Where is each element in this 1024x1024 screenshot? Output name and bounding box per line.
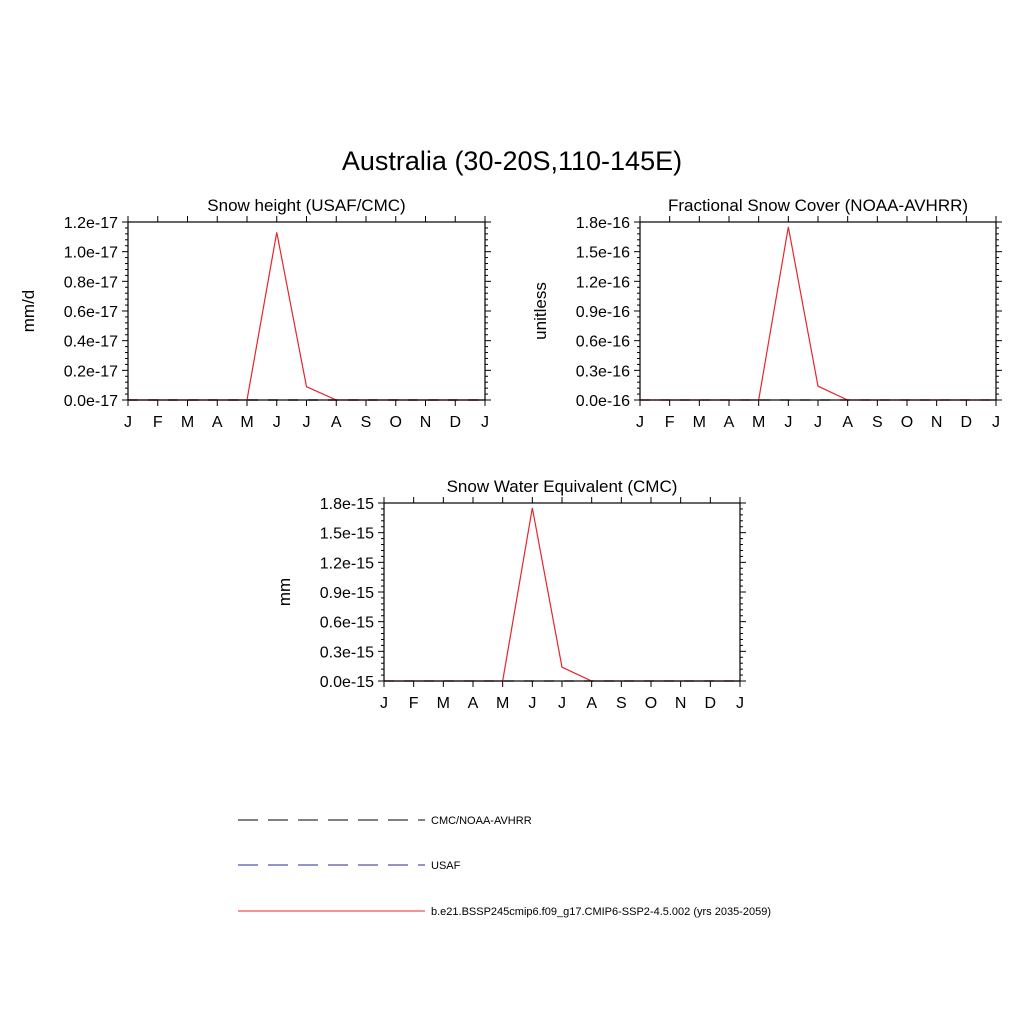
plot-frame [639, 221, 997, 401]
panel-title: Fractional Snow Cover (NOAA-AVHRR) [668, 196, 968, 215]
x-tick-label: A [468, 695, 479, 712]
x-tick-label: M [240, 414, 253, 431]
x-tick-label: D [705, 695, 717, 712]
y-tick-label: 1.5e-15 [320, 526, 374, 543]
series-line [128, 232, 485, 401]
x-tick-label: A [586, 695, 597, 712]
x-tick-label: A [724, 414, 735, 431]
y-tick-label: 0.0e-16 [576, 393, 630, 410]
y-tick-label: 0.3e-15 [320, 644, 374, 661]
x-tick-label: M [496, 695, 509, 712]
y-tick-label: 0.8e-17 [64, 274, 118, 291]
x-tick-label: D [449, 414, 461, 431]
x-tick-label: J [558, 695, 566, 712]
y-axis-label: unitless [531, 282, 550, 340]
y-tick-label: 0.3e-16 [576, 363, 630, 380]
series-line [640, 226, 996, 401]
panel-title: Snow height (USAF/CMC) [207, 196, 405, 215]
x-tick-label: J [124, 414, 132, 431]
x-tick-label: F [153, 414, 163, 431]
y-tick-label: 1.5e-16 [576, 245, 630, 262]
x-tick-label: N [931, 414, 943, 431]
plot-frame [127, 221, 486, 401]
x-tick-label: J [303, 414, 311, 431]
y-tick-label: 0.2e-17 [64, 363, 118, 380]
x-tick-label: J [528, 695, 536, 712]
x-tick-label: M [693, 414, 706, 431]
series-line [384, 507, 740, 682]
panel-title: Snow Water Equivalent (CMC) [447, 477, 678, 496]
panel-fractional-snow-cover: Fractional Snow Cover (NOAA-AVHRR) unitle… [531, 196, 1002, 431]
y-tick-label: 0.9e-15 [320, 585, 374, 602]
x-tick-label: A [842, 414, 853, 431]
y-tick-label: 0.6e-15 [320, 615, 374, 632]
y-tick-label: 0.6e-16 [576, 334, 630, 351]
y-tick-label: 0.9e-16 [576, 304, 630, 321]
y-tick-label: 1.8e-16 [576, 215, 630, 232]
x-tick-label: S [361, 414, 372, 431]
x-tick-label: S [872, 414, 883, 431]
x-tick-label: J [814, 414, 822, 431]
x-tick-label: F [665, 414, 675, 431]
x-tick-label: J [736, 695, 744, 712]
y-tick-label: 0.0e-15 [320, 674, 374, 691]
x-tick-label: J [636, 414, 644, 431]
x-tick-label: S [616, 695, 627, 712]
figure-title: Australia (30-20S,110-145E) [341, 146, 683, 176]
y-tick-label: 1.0e-17 [64, 245, 118, 262]
x-tick-label: O [645, 695, 657, 712]
y-axis-label: mm/d [19, 290, 38, 333]
x-tick-label: M [181, 414, 194, 431]
x-tick-label: M [752, 414, 765, 431]
y-tick-label: 0.0e-17 [64, 393, 118, 410]
x-tick-label: J [784, 414, 792, 431]
x-tick-label: D [961, 414, 973, 431]
y-tick-label: 1.2e-15 [320, 555, 374, 572]
x-tick-label: A [212, 414, 223, 431]
x-tick-label: J [273, 414, 281, 431]
y-axis-label: mm [275, 578, 294, 606]
x-tick-label: N [675, 695, 687, 712]
x-tick-label: J [380, 695, 388, 712]
panel-snow-water-equivalent: Snow Water Equivalent (CMC) mm 0.0e-15 0.3e… [275, 477, 746, 712]
x-tick-label: F [409, 695, 419, 712]
y-tick-label: 1.2e-17 [64, 215, 118, 232]
plot-frame [383, 502, 741, 682]
legend: CMC/NOAA-AVHRR USAF b.e21.BSSP245cmip6.f09… [238, 815, 771, 918]
x-tick-label: J [481, 414, 489, 431]
x-tick-label: N [420, 414, 432, 431]
y-tick-label: 1.2e-16 [576, 274, 630, 291]
x-tick-label: A [331, 414, 342, 431]
x-tick-label: O [901, 414, 913, 431]
x-tick-label: O [390, 414, 402, 431]
legend-label: USAF [431, 860, 461, 872]
y-tick-label: 0.4e-17 [64, 334, 118, 351]
x-tick-label: J [992, 414, 1000, 431]
y-tick-label: 0.6e-17 [64, 304, 118, 321]
x-tick-label: M [437, 695, 450, 712]
panel-snow-height: Snow height (USAF/CMC) mm/d 0.0e-17 0.2e-17… [19, 196, 491, 431]
legend-label: b.e21.BSSP245cmip6.f09_g17.CMIP6-SSP2-4.… [431, 906, 771, 918]
legend-label: CMC/NOAA-AVHRR [431, 815, 532, 827]
y-tick-label: 1.8e-15 [320, 496, 374, 513]
